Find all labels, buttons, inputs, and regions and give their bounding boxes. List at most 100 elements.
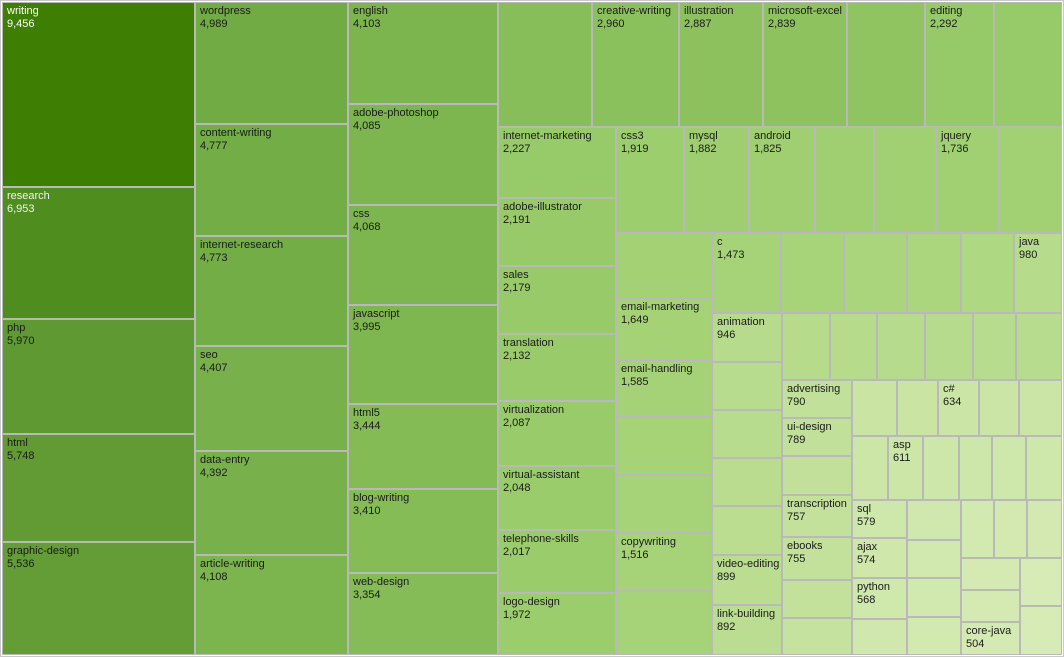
treemap-cell-internet-marketing[interactable]: internet-marketing 2,227 xyxy=(499,128,615,197)
treemap-cell-unlabeled[interactable] xyxy=(853,381,896,435)
treemap-cell-advertising[interactable]: advertising 790 xyxy=(783,381,851,417)
treemap-cell-unlabeled[interactable] xyxy=(845,234,906,312)
treemap-cell-unlabeled[interactable] xyxy=(1021,559,1061,605)
treemap-cell-unlabeled[interactable] xyxy=(1021,607,1061,654)
treemap-cell-css[interactable]: css 4,068 xyxy=(349,206,497,304)
treemap-cell-unlabeled[interactable] xyxy=(713,363,781,409)
treemap-cell-unlabeled[interactable] xyxy=(995,3,1061,126)
treemap-cell-unlabeled[interactable] xyxy=(713,507,781,554)
treemap-cell-data-entry[interactable]: data-entry 4,392 xyxy=(196,452,347,554)
treemap-cell-unlabeled[interactable] xyxy=(783,457,851,494)
treemap-cell-unlabeled[interactable] xyxy=(1027,437,1061,499)
treemap-cell-unlabeled[interactable] xyxy=(993,437,1025,499)
treemap-cell-unlabeled[interactable] xyxy=(1017,314,1061,379)
treemap-cell-video-editing[interactable]: video-editing 899 xyxy=(713,556,781,604)
treemap-cell-ui-design[interactable]: ui-design 789 xyxy=(783,419,851,455)
treemap-cell-unlabeled[interactable] xyxy=(783,581,851,617)
treemap-cell-english[interactable]: english 4,103 xyxy=(349,3,497,103)
treemap-cell-sales[interactable]: sales 2,179 xyxy=(499,267,615,333)
treemap-cell-unlabeled[interactable] xyxy=(617,418,711,474)
treemap-cell-unlabeled[interactable] xyxy=(875,128,935,232)
treemap-cell-unlabeled[interactable] xyxy=(995,501,1026,557)
treemap-cell-web-design[interactable]: web-design 3,354 xyxy=(349,574,497,654)
treemap-cell-internet-research[interactable]: internet-research 4,773 xyxy=(196,237,347,345)
treemap-cell-graphic-design[interactable]: graphic-design 5,536 xyxy=(3,543,194,654)
treemap-cell-link-building[interactable]: link-building 892 xyxy=(713,606,781,654)
treemap-cell-unlabeled[interactable] xyxy=(962,234,1013,312)
treemap-cell-unlabeled[interactable] xyxy=(908,579,960,616)
treemap-cell-unlabeled[interactable] xyxy=(816,128,873,232)
treemap-cell-unlabeled[interactable] xyxy=(783,314,829,379)
treemap-cell-unlabeled[interactable] xyxy=(1028,501,1061,557)
treemap-cell-unlabeled[interactable] xyxy=(974,314,1015,379)
treemap-cell-unlabeled[interactable] xyxy=(878,314,924,379)
treemap-cell-sql[interactable]: sql 579 xyxy=(853,501,906,537)
treemap-cell-unlabeled[interactable] xyxy=(908,234,960,312)
treemap-cell-c[interactable]: c 1,473 xyxy=(713,234,780,312)
treemap-cell-blog-writing[interactable]: blog-writing 3,410 xyxy=(349,490,497,572)
treemap-cell-virtual-assistant[interactable]: virtual-assistant 2,048 xyxy=(499,467,615,529)
treemap-cell-javascript[interactable]: javascript 3,995 xyxy=(349,306,497,403)
treemap-cell-html[interactable]: html 5,748 xyxy=(3,435,194,541)
treemap-cell-unlabeled[interactable] xyxy=(853,620,906,654)
treemap-cell-php[interactable]: php 5,970 xyxy=(3,320,194,433)
treemap-cell-unlabeled[interactable] xyxy=(713,411,781,457)
treemap-cell-unlabeled[interactable] xyxy=(853,437,887,499)
treemap-cell-android[interactable]: android 1,825 xyxy=(750,128,814,232)
treemap-cell-unlabeled[interactable] xyxy=(713,459,781,505)
treemap-cell-creative-writing[interactable]: creative-writing 2,960 xyxy=(593,3,678,126)
treemap-cell-unlabeled[interactable] xyxy=(1000,128,1061,232)
treemap-cell-css3[interactable]: css3 1,919 xyxy=(617,128,683,232)
treemap-cell-adobe-photoshop[interactable]: adobe-photoshop 4,085 xyxy=(349,105,497,204)
treemap-cell-unlabeled[interactable] xyxy=(962,501,993,557)
treemap-cell-unlabeled[interactable] xyxy=(960,437,991,499)
treemap-cell-asp[interactable]: asp 611 xyxy=(889,437,922,499)
treemap-cell-writing[interactable]: writing 9,456 xyxy=(3,3,194,186)
treemap-cell-unlabeled[interactable] xyxy=(499,3,591,126)
treemap-cell-research[interactable]: research 6,953 xyxy=(3,188,194,318)
treemap-cell-unlabeled[interactable] xyxy=(617,476,711,532)
treemap-cell-c#[interactable]: c# 634 xyxy=(939,381,978,435)
treemap-cell-unlabeled[interactable] xyxy=(908,501,960,539)
treemap-cell-seo[interactable]: seo 4,407 xyxy=(196,347,347,450)
treemap-cell-unlabeled[interactable] xyxy=(898,381,937,435)
treemap-cell-wordpress[interactable]: wordpress 4,989 xyxy=(196,3,347,123)
treemap-cell-animation[interactable]: animation 946 xyxy=(713,314,781,361)
treemap-cell-jquery[interactable]: jquery 1,736 xyxy=(937,128,998,232)
treemap-cell-unlabeled[interactable] xyxy=(617,234,711,297)
treemap-cell-microsoft-excel[interactable]: microsoft-excel 2,839 xyxy=(764,3,846,126)
treemap-cell-unlabeled[interactable] xyxy=(782,234,843,312)
treemap-cell-adobe-illustrator[interactable]: adobe-illustrator 2,191 xyxy=(499,199,615,265)
treemap-cell-telephone-skills[interactable]: telephone-skills 2,017 xyxy=(499,531,615,592)
treemap-cell-unlabeled[interactable] xyxy=(783,619,851,654)
treemap-cell-editing[interactable]: editing 2,292 xyxy=(926,3,993,126)
treemap-cell-unlabeled[interactable] xyxy=(962,591,1019,621)
treemap-cell-transcription[interactable]: transcription 757 xyxy=(783,496,851,536)
treemap-cell-python[interactable]: python 568 xyxy=(853,579,906,618)
treemap-cell-unlabeled[interactable] xyxy=(980,381,1018,435)
treemap-cell-unlabeled[interactable] xyxy=(831,314,876,379)
treemap-cell-article-writing[interactable]: article-writing 4,108 xyxy=(196,556,347,654)
treemap-cell-unlabeled[interactable] xyxy=(908,541,960,577)
treemap-cell-unlabeled[interactable] xyxy=(1020,381,1061,435)
treemap-cell-email-marketing[interactable]: email-marketing 1,649 xyxy=(617,299,711,359)
treemap-cell-copywriting[interactable]: copywriting 1,516 xyxy=(617,534,711,590)
treemap-cell-unlabeled[interactable] xyxy=(908,618,960,654)
treemap-cell-unlabeled[interactable] xyxy=(924,437,958,499)
treemap-cell-unlabeled[interactable] xyxy=(617,592,711,654)
treemap-cell-translation[interactable]: translation 2,132 xyxy=(499,335,615,400)
treemap-cell-html5[interactable]: html5 3,444 xyxy=(349,405,497,488)
treemap-cell-illustration[interactable]: illustration 2,887 xyxy=(680,3,762,126)
treemap-cell-logo-design[interactable]: logo-design 1,972 xyxy=(499,594,615,654)
treemap-cell-ajax[interactable]: ajax 574 xyxy=(853,539,906,577)
treemap-cell-unlabeled[interactable] xyxy=(926,314,972,379)
treemap-cell-ebooks[interactable]: ebooks 755 xyxy=(783,538,851,579)
treemap-cell-unlabeled[interactable] xyxy=(848,3,924,126)
treemap-cell-virtualization[interactable]: virtualization 2,087 xyxy=(499,402,615,465)
treemap-cell-unlabeled[interactable] xyxy=(962,559,1019,589)
treemap-cell-content-writing[interactable]: content-writing 4,777 xyxy=(196,125,347,235)
treemap-cell-java[interactable]: java 980 xyxy=(1015,234,1061,312)
treemap-cell-mysql[interactable]: mysql 1,882 xyxy=(685,128,748,232)
treemap-cell-email-handling[interactable]: email-handling 1,585 xyxy=(617,361,711,416)
treemap-cell-core-java[interactable]: core-java 504 xyxy=(962,623,1019,654)
